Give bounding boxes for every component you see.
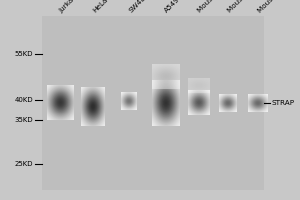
Text: SW480: SW480 [128,0,150,14]
Text: Mouse testis: Mouse testis [226,0,263,14]
Text: Mouse brain: Mouse brain [196,0,232,14]
Text: Mouse Lung: Mouse Lung [256,0,291,14]
Text: 35KD: 35KD [14,117,33,123]
Text: Jurkat: Jurkat [58,0,78,14]
Text: 25KD: 25KD [14,161,33,167]
Bar [42,16,264,190]
Text: HeLa: HeLa [92,0,109,14]
Text: STRAP: STRAP [272,100,295,106]
Text: 40KD: 40KD [14,97,33,103]
Text: A549: A549 [164,0,181,14]
Text: 55KD: 55KD [14,51,33,57]
